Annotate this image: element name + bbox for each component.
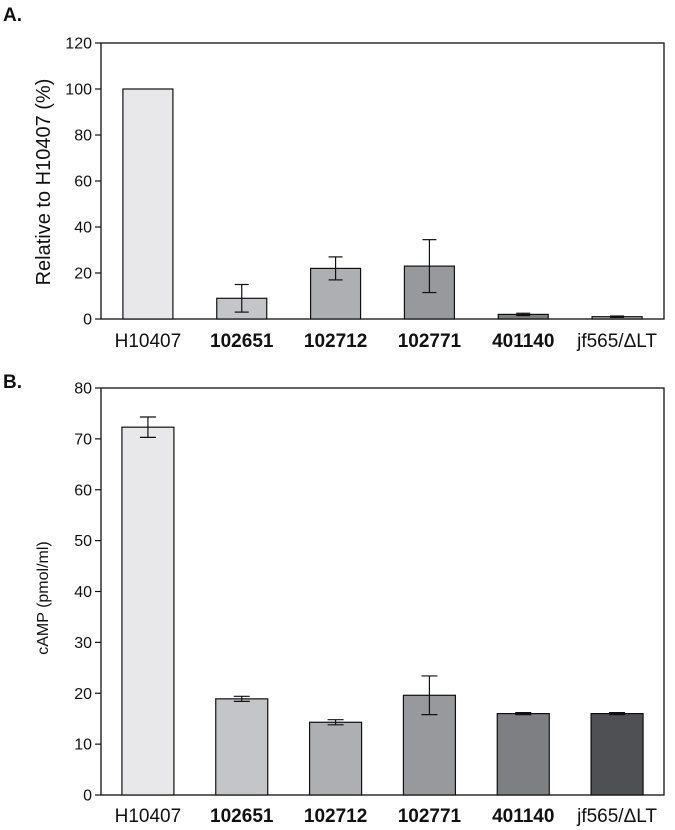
panel-b-bar [121,426,175,796]
panel-b-y-tick-label: 30 [74,635,92,652]
panel-b-category-label: jf565/ΔLT [576,806,657,827]
panel-a-y-axis-title: Relative to H10407 (%) [33,79,55,286]
panel-b-y-tick-label: 80 [74,381,92,398]
panel-a-plot-frame [100,42,665,320]
panel-b: B. cAMP (pmol/ml) 0 10 20 30 40 50 60 70 80 H1040… [3,372,665,827]
panel-a-y-tick-label: 0 [83,312,92,329]
panel-b-category-label: 401140 [492,806,554,827]
panel-a-category-label: H10407 [115,331,182,352]
panel-a-bar [122,88,174,320]
panel-a-category-label: jf565/ΔLT [576,331,657,352]
panel-a-y-tick-label: 100 [65,82,92,99]
panel-b-y-tick-label: 60 [74,482,92,499]
panel-b-category-label: H10407 [115,806,182,827]
panel-b-category-label: 102771 [398,806,462,827]
panel-a: A. Relative to H10407 (%) 0 20 40 60 80 100 12… [3,5,665,352]
panel-b-y-tick-label: 70 [74,431,92,448]
panel-b-y-tick-label: 40 [74,584,92,601]
panel-a-bar [309,267,362,320]
panel-a-category-label: 102771 [398,331,462,352]
panel-b-category-label: 102712 [304,806,367,827]
panel-b-y-tick-label: 0 [83,788,92,805]
panel-b-plot-frame [100,387,665,796]
panel-b-y-tick-label: 10 [74,737,92,754]
panel-a-category-label: 102712 [304,331,367,352]
panel-b-bar [215,698,269,796]
panel-a-y-tick-label: 20 [74,266,92,283]
panel-a-category-label: 102651 [210,331,274,352]
panel-a-label: A. [3,5,22,26]
panel-a-y-tick-label: 120 [65,36,92,53]
panel-b-category-label: 102651 [210,806,274,827]
panel-b-y-tick-label: 50 [74,533,92,550]
panel-b-bar [496,712,550,796]
panel-a-y-tick-label: 80 [74,128,92,145]
panel-a-category-label: 401140 [492,331,554,352]
panel-b-y-axis-title: cAMP (pmol/ml) [35,541,52,655]
panel-a-y-tick-label: 60 [74,174,92,191]
panel-a-y-tick-label: 40 [74,220,92,237]
panel-b-y-tick-label: 20 [74,686,92,703]
panel-b-bar [308,721,363,796]
panel-b-bar [590,712,644,796]
panel-b-label: B. [3,372,22,393]
